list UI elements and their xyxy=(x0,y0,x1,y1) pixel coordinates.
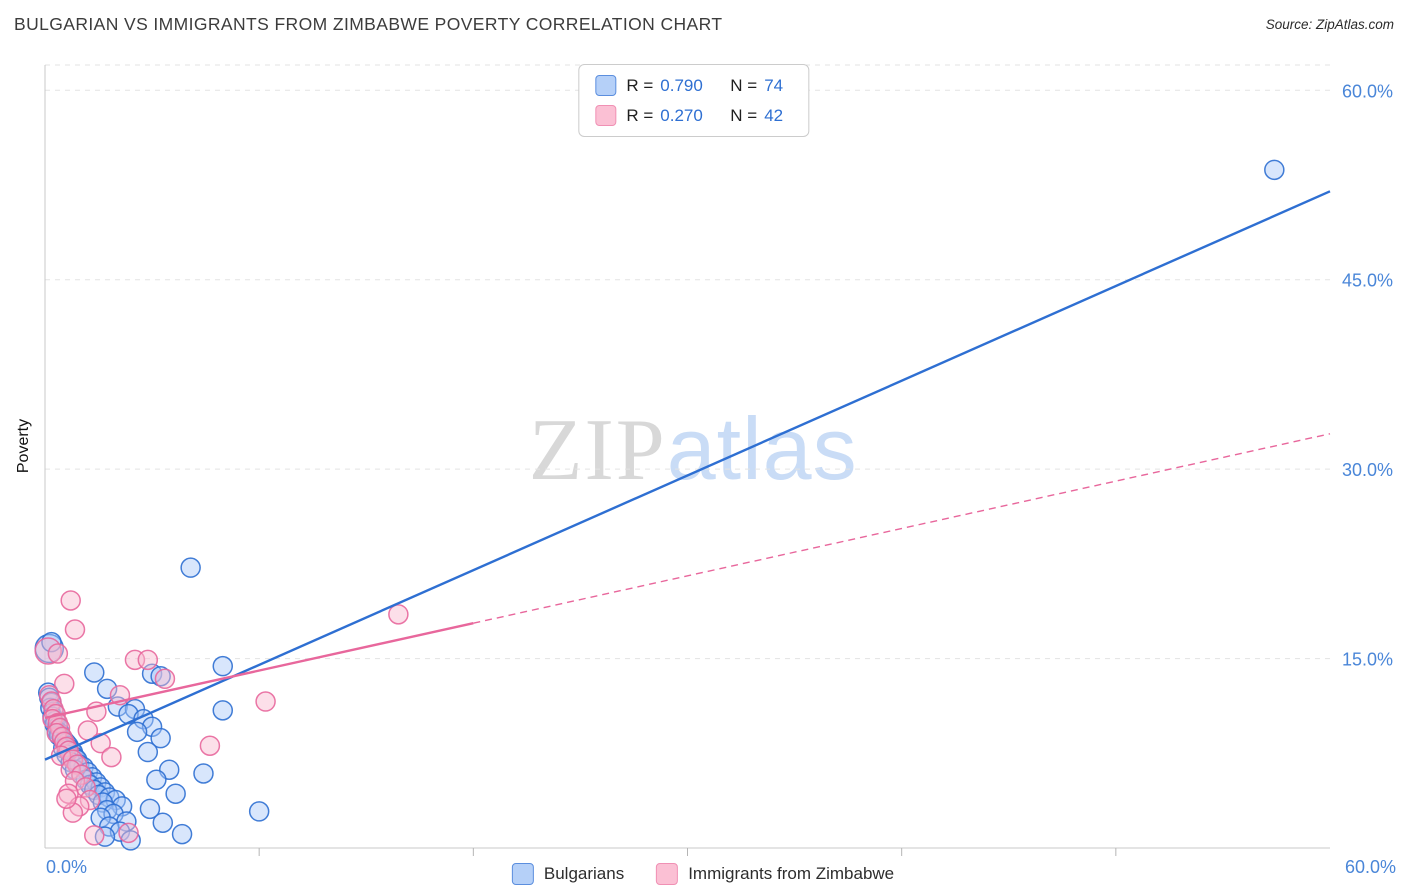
bulgarians-point xyxy=(152,812,174,833)
legend-item-zimbabwe: Immigrants from Zimbabwe xyxy=(656,863,894,885)
bulgarians-point xyxy=(84,662,105,683)
bulgarians-point xyxy=(212,655,234,677)
bulgarians-point xyxy=(248,801,270,822)
zimbabwe-point xyxy=(137,649,159,671)
x-min-label: 0.0% xyxy=(46,857,87,877)
zimbabwe-point xyxy=(101,746,122,768)
watermark-zip-text: ZIP xyxy=(528,402,667,499)
n-value: 74 xyxy=(764,75,784,95)
bulgarians-point xyxy=(126,721,148,743)
zimbabwe-point xyxy=(54,673,75,695)
zimbabwe-point xyxy=(255,691,276,712)
r-value: 0.270 xyxy=(660,105,703,125)
zimbabwe-point xyxy=(47,643,69,664)
zimbabwe-point xyxy=(60,590,81,611)
n-label: N = xyxy=(730,105,758,125)
bulgarians-point xyxy=(165,783,186,804)
legend-row-zimbabwe: R = 0.270 N = 42 xyxy=(595,105,792,126)
r-label: R = xyxy=(626,105,654,125)
source-attribution: Source: ZipAtlas.com xyxy=(1265,17,1394,32)
y-tick-label: 60.0% xyxy=(1342,81,1393,101)
correlation-legend-box: R = 0.790 N = 74 R = 0.270 N = 42 xyxy=(578,64,810,137)
zimbabwe-swatch-icon xyxy=(595,105,617,126)
zimbabwe-point xyxy=(199,735,221,756)
bulgarians-point xyxy=(146,769,167,791)
page-title: BULGARIAN VS IMMIGRANTS FROM ZIMBABWE PO… xyxy=(14,14,723,34)
zimbabwe-point xyxy=(60,759,81,780)
x-max-label: 60.0% xyxy=(1345,857,1396,877)
bulgarians-point xyxy=(99,816,120,837)
zimbabwe-point xyxy=(154,668,176,690)
n-value: 42 xyxy=(764,105,784,125)
y-tick-label: 30.0% xyxy=(1342,460,1393,480)
y-tick-label: 45.0% xyxy=(1342,271,1393,291)
bulgarians-point xyxy=(180,557,201,578)
bulgarians-point xyxy=(171,823,193,845)
bulgarians-legend-swatch-icon xyxy=(511,863,534,885)
zimbabwe-point xyxy=(79,789,101,811)
bulgarians-point xyxy=(193,763,214,784)
legend-label-zimbabwe: Immigrants from Zimbabwe xyxy=(688,864,895,883)
bulgarians-point xyxy=(139,798,161,820)
zimbabwe-point xyxy=(41,691,62,712)
r-value: 0.790 xyxy=(660,75,703,95)
trendline-dashed xyxy=(473,433,1331,624)
zimbabwe-legend-swatch-icon xyxy=(656,863,679,885)
bulgarians-point xyxy=(150,727,171,749)
legend-label-bulgarians: Bulgarians xyxy=(543,864,625,883)
zimbabwe-point xyxy=(118,822,139,844)
legend-item-bulgarians: Bulgarians xyxy=(511,863,625,885)
bulgarians-point xyxy=(94,826,116,847)
zimbabwe-point xyxy=(388,604,409,625)
zimbabwe-point xyxy=(64,770,86,792)
bulgarians-point xyxy=(1264,159,1285,181)
r-label: R = xyxy=(626,75,654,95)
legend-row-bulgarians: R = 0.790 N = 74 xyxy=(595,75,792,96)
bulgarians-swatch-icon xyxy=(595,75,617,96)
trendline xyxy=(44,190,1331,761)
bulgarians-point xyxy=(212,700,234,721)
n-label: N = xyxy=(730,75,758,95)
bulgarians-point xyxy=(120,830,141,851)
bulgarians-point xyxy=(103,803,124,825)
trendline xyxy=(44,622,474,720)
zimbabwe-point xyxy=(56,788,77,809)
bulgarians-point xyxy=(96,678,118,700)
zimbabwe-point xyxy=(84,825,105,846)
bulgarians-point xyxy=(137,741,159,763)
zimbabwe-point xyxy=(64,619,86,640)
y-tick-label: 15.0% xyxy=(1342,650,1393,670)
y-axis-label: Poverty xyxy=(15,418,32,474)
series-legend: Bulgarians Immigrants from Zimbabwe xyxy=(511,863,894,885)
